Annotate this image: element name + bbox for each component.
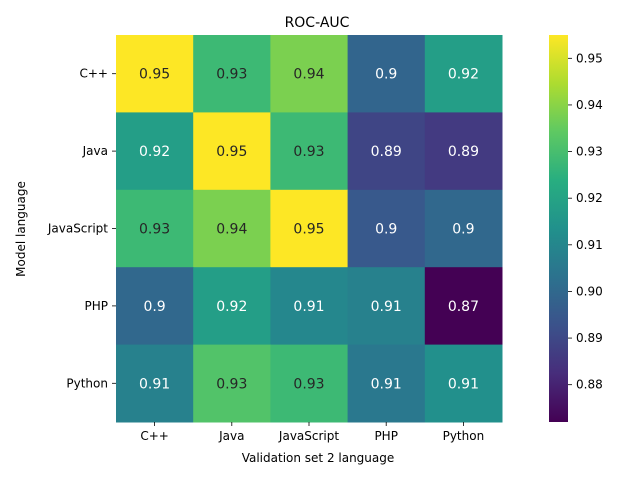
cell-value-label: 0.91 [139,376,170,392]
y-tick-label: C++ [80,67,109,81]
heatmap-cell [270,35,349,113]
heatmap-cell-labels: 0.95 0.93 0.94 0.9 0.92 0.92 0.95 0.93 0.89 0.89 0… [139,67,479,393]
heatmap-cell [116,267,194,346]
cell-value-label: 0.91 [293,299,324,315]
cell-value-label: 0.95 [216,144,247,160]
heatmap-cell [193,344,271,423]
heatmap-cell [424,35,503,113]
cell-value-label: 0.9 [143,299,165,315]
heatmap-cell [193,267,271,346]
cell-value-label: 0.93 [139,222,170,238]
colorbar-tick-label: 0.89 [576,331,603,345]
x-tick-label: Python [443,429,485,443]
heatmap-cell [270,189,349,268]
cell-value-label: 0.89 [448,144,479,160]
cell-value-label: 0.95 [139,67,170,83]
x-tick-label: Java [218,429,244,443]
cell-value-label: 0.92 [448,67,479,83]
cell-value-label: 0.9 [452,222,474,238]
cell-value-label: 0.93 [293,144,324,160]
cell-value-label: 0.92 [216,299,247,315]
heatmap-cell [424,112,503,191]
y-tick-label: Java [82,144,108,158]
heatmap-cell [347,267,426,346]
y-axis-label: Model language [14,181,28,277]
colorbar-tick-label: 0.90 [576,284,603,298]
colorbar-tick-label: 0.88 [576,378,603,392]
heatmap-cell [193,35,271,113]
heatmap-cell [424,189,503,268]
colorbar-tick-label: 0.93 [576,145,603,159]
heatmap-cell [270,267,349,346]
heatmap-cell [193,112,271,191]
cell-value-label: 0.94 [293,67,324,83]
cell-value-label: 0.92 [139,144,170,160]
x-axis-ticks: C++ Java JavaScript PHP Python [140,422,484,443]
cell-value-label: 0.95 [293,222,324,238]
x-tick-label: C++ [140,429,169,443]
heatmap-cell [193,189,271,268]
heatmap-cell [424,344,503,423]
chart-title: ROC-AUC [285,15,350,31]
cell-value-label: 0.94 [216,222,247,238]
cell-value-label: 0.9 [375,67,397,83]
cell-value-label: 0.91 [371,299,402,315]
cell-value-label: 0.93 [216,376,247,392]
colorbar-tick-label: 0.92 [576,191,603,205]
heatmap-cell [270,344,349,423]
colorbar-tick-label: 0.91 [576,238,603,252]
heatmap-cell [347,112,426,191]
heatmap-cell [347,35,426,113]
cell-value-label: 0.87 [448,299,479,315]
heatmap-cell [116,35,194,113]
heatmap-cell [116,112,194,191]
heatmap-cell [347,189,426,268]
cell-value-label: 0.91 [448,376,479,392]
colorbar-tick-label: 0.95 [576,51,603,65]
x-tick-label: PHP [374,429,398,443]
colorbar-ticks: 0.88 0.89 0.90 0.91 0.92 0.93 0.94 0.95 [568,51,603,392]
heatmap-cell [424,267,503,346]
heatmap-cell [347,344,426,423]
y-tick-label: PHP [85,299,109,313]
heatmap-cell [116,189,194,268]
y-axis-ticks: C++ Java JavaScript PHP Python [47,67,116,390]
x-axis-label: Validation set 2 language [242,451,395,465]
colorbar [549,35,568,422]
cell-value-label: 0.93 [216,67,247,83]
cell-value-label: 0.91 [371,376,402,392]
x-tick-label: JavaScript [278,429,339,443]
y-tick-label: Python [66,376,108,390]
heatmap-cells [116,35,503,423]
cell-value-label: 0.93 [293,376,324,392]
heatmap-cell [116,344,194,423]
cell-value-label: 0.89 [371,144,402,160]
heatmap-cell [270,112,349,191]
colorbar-tick-label: 0.94 [576,98,603,112]
y-tick-label: JavaScript [47,222,108,236]
cell-value-label: 0.9 [375,222,397,238]
